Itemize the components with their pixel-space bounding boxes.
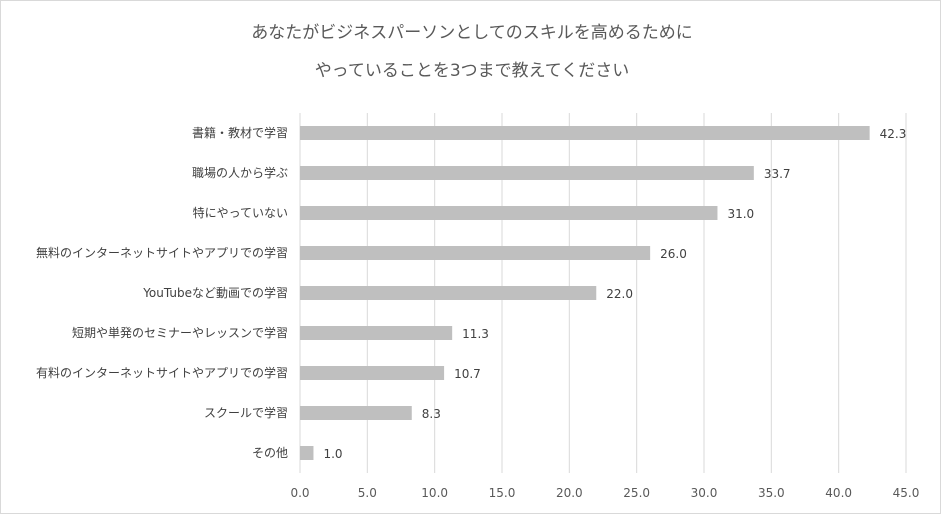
bar-5 [300, 286, 597, 300]
value-label-1: 42.3 [880, 127, 907, 141]
category-label-2: 職場の人から学ぶ [192, 165, 288, 180]
bar-6 [300, 326, 453, 340]
x-tick-label-5: 25.0 [623, 486, 650, 500]
value-label-5: 22.0 [606, 287, 633, 301]
bar-1 [300, 126, 870, 140]
bar-7 [300, 366, 445, 380]
category-label-3: 特にやっていない [193, 205, 288, 220]
value-label-8: 8.3 [422, 407, 441, 421]
category-label-7: 有料のインターネットサイトやアプリでの学習 [36, 365, 288, 380]
bar-8 [300, 406, 412, 420]
value-label-3: 31.0 [727, 207, 754, 221]
value-label-9: 1.0 [323, 447, 342, 461]
value-labels: 42.3 33.7 31.0 26.0 22.0 11.3 10.7 8.3 1.0 [323, 127, 906, 461]
category-label-1: 書籍・教材で学習 [192, 125, 288, 140]
x-tick-label-1: 5.0 [358, 486, 377, 500]
bar-3 [300, 206, 718, 220]
bars [300, 126, 870, 460]
bar-2 [300, 166, 754, 180]
category-labels: 書籍・教材で学習職場の人から学ぶ特にやっていない無料のインターネットサイトやアプ… [36, 125, 288, 460]
category-label-4: 無料のインターネットサイトやアプリでの学習 [36, 245, 288, 260]
bar-9 [300, 446, 314, 460]
value-label-7: 10.7 [454, 367, 481, 381]
category-label-8: スクールで学習 [204, 405, 288, 420]
category-label-9: その他 [252, 446, 288, 460]
x-axis-ticks: 0.0 5.0 10.0 15.0 20.0 25.0 30.0 35.0 40.0 45.0 [290, 486, 919, 500]
x-tick-label-2: 10.0 [421, 486, 448, 500]
x-tick-label-9: 45.0 [893, 486, 920, 500]
chart-title-line-2: やっていることを3つまで教えてください [315, 61, 630, 81]
category-label-6: 短期や単発のセミナーやレッスンで学習 [72, 325, 288, 340]
x-tick-label-3: 15.0 [489, 486, 516, 500]
x-tick-label-0: 0.0 [290, 486, 309, 500]
category-label-5: YouTubeなど動画での学習 [142, 285, 288, 300]
value-label-4: 26.0 [660, 247, 687, 261]
x-tick-label-8: 40.0 [825, 486, 852, 500]
x-tick-label-6: 30.0 [691, 486, 718, 500]
chart-title-line-1: あなたがビジネスパーソンとしてのスキルを高めるために [251, 23, 693, 43]
x-tick-label-4: 20.0 [556, 486, 583, 500]
value-label-2: 33.7 [764, 167, 791, 181]
chart-title: あなたがビジネスパーソンとしてのスキルを高めるためにやっていることを3つまで教え… [251, 23, 693, 81]
bar-4 [300, 246, 651, 260]
value-label-6: 11.3 [462, 327, 489, 341]
x-tick-label-7: 35.0 [758, 486, 785, 500]
